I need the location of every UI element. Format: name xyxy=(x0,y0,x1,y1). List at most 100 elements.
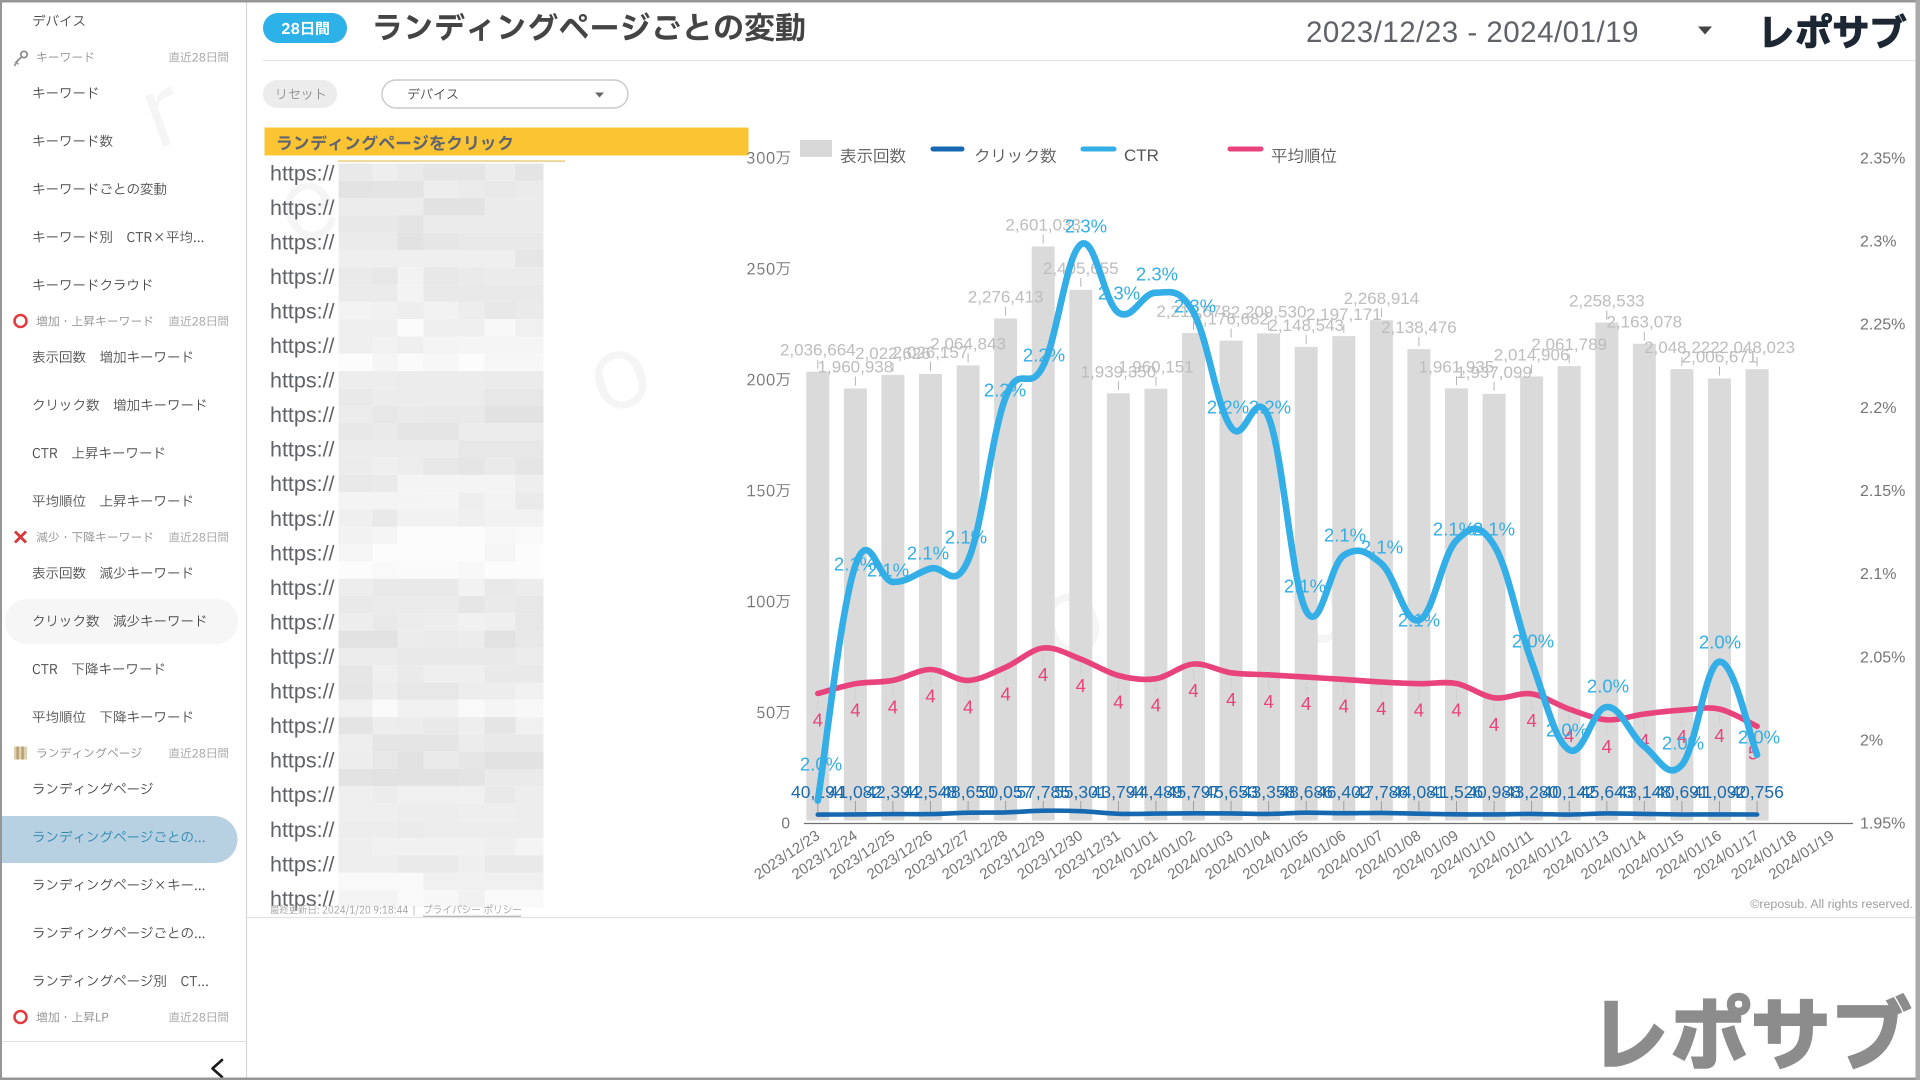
svg-text:https://: https:// xyxy=(270,714,335,738)
svg-text:2,026,157: 2,026,157 xyxy=(893,343,969,362)
svg-text:4: 4 xyxy=(850,700,860,721)
svg-text:https://: https:// xyxy=(270,783,335,807)
svg-text:https://: https:// xyxy=(270,818,335,842)
svg-text:44,081: 44,081 xyxy=(1392,782,1446,802)
svg-text:2.2%: 2.2% xyxy=(1023,345,1065,366)
svg-text:2.2%: 2.2% xyxy=(1207,397,1249,418)
svg-text:2.1%: 2.1% xyxy=(1361,537,1403,558)
svg-text:4: 4 xyxy=(1714,725,1724,746)
svg-text:2,138,476: 2,138,476 xyxy=(1381,318,1457,337)
svg-text:2023/12/23 - 2024/01/19: 2023/12/23 - 2024/01/19 xyxy=(1306,16,1639,49)
svg-text:2.25%: 2.25% xyxy=(1860,317,1905,334)
svg-text:4: 4 xyxy=(1226,689,1236,710)
svg-text:2,197,171: 2,197,171 xyxy=(1306,305,1382,324)
svg-text:2.35%: 2.35% xyxy=(1860,151,1905,168)
svg-text:4: 4 xyxy=(1188,680,1198,701)
svg-text:45,643: 45,643 xyxy=(1580,782,1634,802)
svg-text:https://: https:// xyxy=(270,680,335,704)
svg-text:50,057: 50,057 xyxy=(979,782,1033,802)
svg-text:https://: https:// xyxy=(270,300,335,324)
svg-text:4: 4 xyxy=(963,696,973,717)
svg-text:©reposub. All rights reserved.: ©reposub. All rights reserved. xyxy=(1750,897,1913,911)
svg-text:41,526: 41,526 xyxy=(1430,782,1484,802)
svg-text:https://: https:// xyxy=(270,645,335,669)
svg-text:4: 4 xyxy=(1414,700,1424,721)
svg-text:2.0%: 2.0% xyxy=(1662,733,1704,754)
svg-text:4: 4 xyxy=(925,686,935,707)
svg-text:2,176,682: 2,176,682 xyxy=(1193,310,1269,329)
svg-text:4: 4 xyxy=(1263,691,1273,712)
svg-text:2,405,655: 2,405,655 xyxy=(1043,259,1119,278)
svg-text:42,394: 42,394 xyxy=(866,782,920,802)
svg-text:4: 4 xyxy=(1376,698,1386,719)
svg-text:2,061,789: 2,061,789 xyxy=(1531,335,1607,354)
svg-text:41,082: 41,082 xyxy=(829,782,883,802)
svg-text:40,988: 40,988 xyxy=(1467,782,1521,802)
svg-text:2.1%: 2.1% xyxy=(834,554,876,575)
svg-text:2.0%: 2.0% xyxy=(1699,632,1741,653)
svg-text:41,092: 41,092 xyxy=(1693,782,1747,802)
svg-text:https://: https:// xyxy=(270,230,335,254)
svg-text:43,358: 43,358 xyxy=(1242,782,1296,802)
svg-text:https://: https:// xyxy=(270,611,335,635)
svg-text:0: 0 xyxy=(781,816,790,833)
svg-text:40,142: 40,142 xyxy=(1542,782,1596,802)
svg-text:2.1%: 2.1% xyxy=(1324,525,1366,546)
svg-text:2.1%: 2.1% xyxy=(1284,576,1326,597)
svg-text:47,786: 47,786 xyxy=(1355,782,1409,802)
svg-text:4: 4 xyxy=(1677,726,1687,747)
svg-text:44,489: 44,489 xyxy=(1129,782,1183,802)
svg-text:https://: https:// xyxy=(270,576,335,600)
svg-text:2.0%: 2.0% xyxy=(1546,720,1588,741)
svg-text:2,209,530: 2,209,530 xyxy=(1231,302,1307,321)
svg-text:4: 4 xyxy=(1000,683,1010,704)
svg-text:2,006,671: 2,006,671 xyxy=(1682,347,1758,366)
svg-text:2.3%: 2.3% xyxy=(1098,283,1140,304)
svg-text:45,653: 45,653 xyxy=(1204,782,1258,802)
svg-text:4: 4 xyxy=(1526,710,1536,731)
svg-text:4: 4 xyxy=(1038,664,1048,685)
svg-text:2.1%: 2.1% xyxy=(907,543,949,564)
svg-text:2.15%: 2.15% xyxy=(1860,483,1905,500)
svg-text:1,960,151: 1,960,151 xyxy=(1118,358,1194,377)
svg-text:2.0%: 2.0% xyxy=(1738,727,1780,748)
svg-text:2,276,413: 2,276,413 xyxy=(968,288,1044,307)
svg-text:2.2%: 2.2% xyxy=(1860,400,1896,417)
svg-text:1,960,938: 1,960,938 xyxy=(818,358,894,377)
svg-text:4: 4 xyxy=(1151,695,1161,716)
svg-text:https://: https:// xyxy=(270,887,335,911)
svg-text:48,686: 48,686 xyxy=(1279,782,1333,802)
svg-text:43,148: 43,148 xyxy=(1618,782,1672,802)
svg-text:43,794: 43,794 xyxy=(1092,782,1146,802)
svg-text:https://: https:// xyxy=(270,507,335,531)
svg-text:1,939,350: 1,939,350 xyxy=(1081,362,1157,381)
svg-text:4: 4 xyxy=(813,710,823,731)
svg-text:40,756: 40,756 xyxy=(1730,782,1784,802)
svg-text:4: 4 xyxy=(1639,730,1649,751)
svg-text:4: 4 xyxy=(1339,695,1349,716)
svg-text:55,301: 55,301 xyxy=(1054,782,1108,802)
svg-text:2.0%: 2.0% xyxy=(800,754,842,775)
svg-text:https://: https:// xyxy=(270,852,335,876)
svg-text:2.1%: 2.1% xyxy=(1860,566,1896,583)
svg-text:2.3%: 2.3% xyxy=(1136,264,1178,285)
svg-text:45,797: 45,797 xyxy=(1167,782,1221,802)
svg-text:2.0%: 2.0% xyxy=(1512,631,1554,652)
svg-text:CTR: CTR xyxy=(1124,146,1159,165)
svg-text:2,601,033: 2,601,033 xyxy=(1005,216,1081,235)
svg-text:https://: https:// xyxy=(270,334,335,358)
svg-text:46,402: 46,402 xyxy=(1317,782,1371,802)
svg-text:2,268,914: 2,268,914 xyxy=(1344,289,1420,308)
svg-text:https://: https:// xyxy=(270,472,335,496)
svg-text:1,937,099: 1,937,099 xyxy=(1456,363,1532,382)
svg-text:48,650: 48,650 xyxy=(941,782,995,802)
svg-text:1,961,935: 1,961,935 xyxy=(1419,357,1495,376)
svg-text:https://: https:// xyxy=(270,369,335,393)
svg-text:2.3%: 2.3% xyxy=(1065,216,1107,237)
svg-text:2.3%: 2.3% xyxy=(1174,296,1216,317)
svg-text:4: 4 xyxy=(1301,693,1311,714)
svg-text:2.0%: 2.0% xyxy=(1587,676,1629,697)
svg-text:2,048,222: 2,048,222 xyxy=(1644,338,1720,357)
svg-text:4: 4 xyxy=(1451,700,1461,721)
svg-text:2.1%: 2.1% xyxy=(945,527,987,548)
